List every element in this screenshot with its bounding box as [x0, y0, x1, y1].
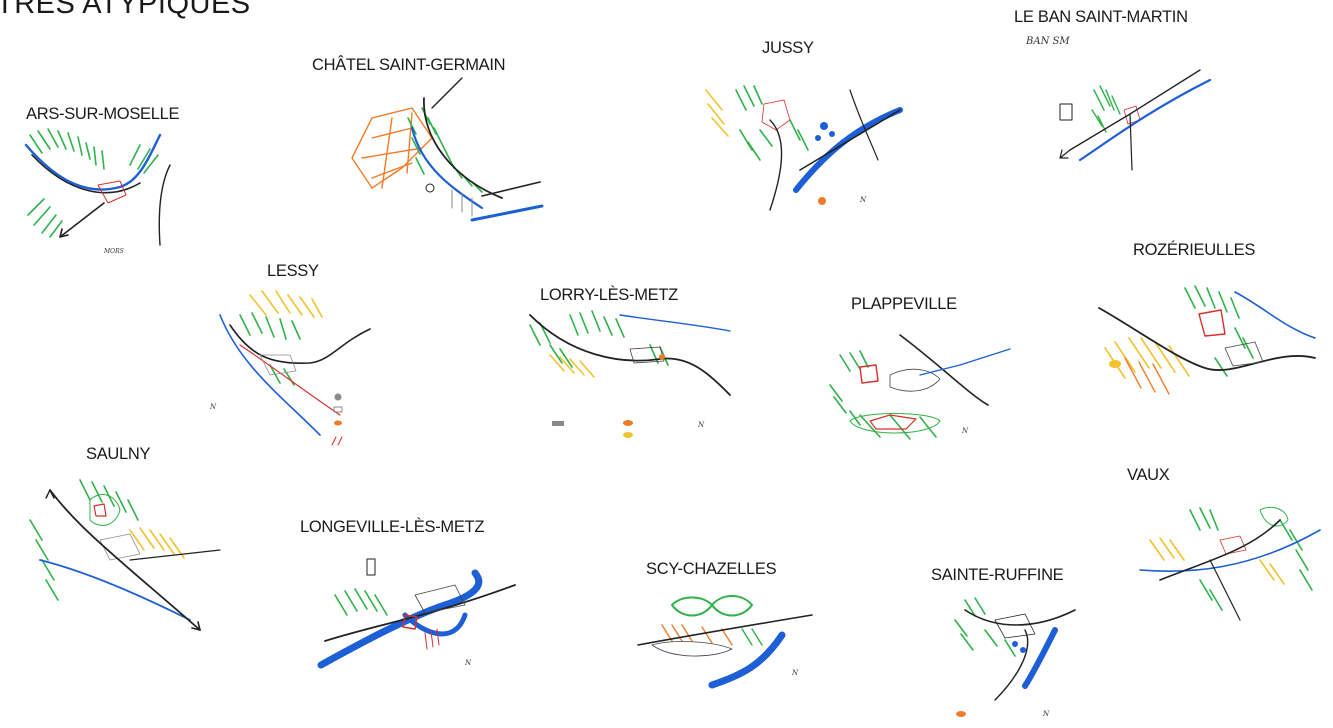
- river: [1234, 291, 1316, 339]
- river: [1022, 627, 1058, 689]
- label-vaux: VAUX: [1127, 466, 1170, 484]
- sketch-lessy: N: [209, 290, 371, 446]
- forest-hatching: [27, 128, 159, 238]
- label-sainte-ruffine: SAINTE-RUFFINE: [931, 566, 1064, 584]
- handwritten-note: BAN SM: [1025, 36, 1070, 47]
- river: [317, 569, 483, 669]
- road: [49, 489, 201, 631]
- protected-zone: [849, 413, 941, 434]
- road: [964, 609, 1076, 626]
- sketch-sainte-ruffine: N: [954, 597, 1076, 718]
- urban: [259, 354, 297, 376]
- road: [431, 77, 463, 109]
- legend: [331, 393, 343, 446]
- north-arrow: N: [961, 427, 969, 435]
- vineyard-zone: [671, 596, 713, 617]
- river: [24, 133, 162, 191]
- label-scy-chazelles: SCY-CHAZELLES: [646, 560, 777, 578]
- sketch-jussy: N: [705, 85, 903, 211]
- protected-zone: [1259, 506, 1289, 527]
- urban: [629, 346, 665, 364]
- road: [324, 584, 516, 642]
- svg-text:MORS: MORS: [103, 248, 124, 255]
- north-arrow: N: [791, 669, 799, 677]
- label-rozerieulles: ROZÉRIEULLES: [1133, 241, 1256, 259]
- label-le-ban-saint-martin: LE BAN SAINT-MARTIN: [1014, 8, 1188, 26]
- north-arrow: N: [209, 403, 217, 411]
- sketch-saulny: [29, 479, 221, 631]
- road: [1098, 307, 1316, 371]
- urban: [1224, 341, 1264, 367]
- sketch-le-ban-saint-martin: BAN SM: [1025, 36, 1212, 171]
- road: [994, 629, 1029, 701]
- river: [410, 126, 484, 210]
- river: [793, 107, 903, 193]
- road: [899, 334, 989, 406]
- road: [769, 119, 783, 211]
- sketch-scy-chazelles: N: [637, 595, 813, 689]
- river: [1139, 529, 1321, 572]
- road-arrow: [59, 202, 105, 238]
- urban: [414, 584, 466, 614]
- label-lorry-les-metz: LORRY-LÈS-METZ: [540, 286, 678, 304]
- label-lessy: LESSY: [267, 262, 319, 280]
- sketch-chatel-saint-germain: [351, 77, 544, 222]
- sketch-ars-sur-moselle: MORS: [24, 128, 171, 255]
- road: [158, 164, 171, 246]
- river: [39, 559, 191, 621]
- urban: [99, 533, 141, 561]
- road: [1069, 69, 1201, 151]
- vineyard-zone: [711, 595, 753, 617]
- road: [1159, 519, 1281, 581]
- river: [219, 314, 321, 436]
- sketch-vaux: [1139, 506, 1321, 621]
- road: [529, 314, 731, 396]
- label-jussy: JUSSY: [762, 39, 814, 57]
- urban: [994, 613, 1036, 639]
- urban: [761, 99, 791, 131]
- label-ars-sur-moselle: ARS-SUR-MOSELLE: [26, 105, 180, 123]
- label-saulny: SAULNY: [86, 445, 151, 463]
- north-arrow: N: [697, 421, 705, 429]
- road: [799, 109, 901, 171]
- north-arrow: N: [1042, 710, 1050, 718]
- river: [1078, 78, 1212, 162]
- river: [619, 314, 731, 332]
- river: [708, 631, 786, 689]
- urban-core: [97, 180, 127, 204]
- label-chatel-saint-germain: CHÂTEL SAINT-GERMAIN: [312, 56, 506, 74]
- road: [637, 614, 813, 646]
- urban: [889, 368, 941, 392]
- urban: [651, 641, 733, 657]
- label-longeville-les-metz: LONGEVILLE-LÈS-METZ: [300, 518, 485, 536]
- label-plappeville: PLAPPEVILLE: [851, 295, 957, 313]
- road: [423, 97, 503, 199]
- sketch-longeville-les-metz: N: [317, 558, 516, 669]
- page-title: TRÈS ATYPIQUES: [0, 0, 251, 20]
- protected-zone: [89, 494, 121, 526]
- river: [402, 612, 468, 637]
- sketch-plappeville: N: [829, 334, 1011, 440]
- river: [470, 204, 544, 222]
- road: [229, 324, 371, 365]
- north-arrow: N: [859, 196, 867, 204]
- sketch-lorry-les-metz: N: [529, 310, 731, 438]
- legend: [552, 420, 633, 438]
- road: [31, 154, 141, 194]
- sketch-rozerieulles: [1098, 285, 1316, 395]
- road-arrow: [481, 181, 541, 197]
- north-arrow: N: [464, 659, 472, 667]
